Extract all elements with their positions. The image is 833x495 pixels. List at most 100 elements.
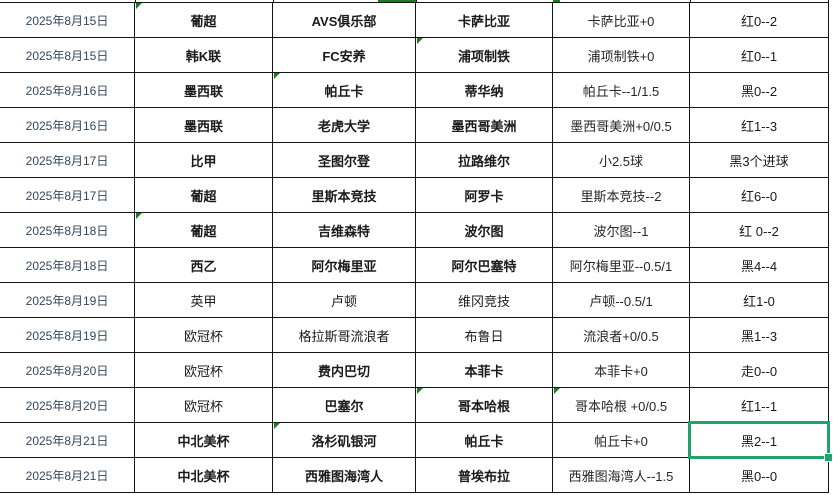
cell-away-team[interactable]: 阿罗卡	[416, 178, 553, 213]
cell-away-team[interactable]: 维冈竞技	[416, 283, 553, 318]
cropped-green-border-artifact	[378, 0, 416, 2]
grid-line-stub	[690, 0, 691, 2]
cell-result[interactable]: 黑3个进球	[690, 143, 829, 178]
error-flag-triangle	[417, 38, 423, 44]
cell-handicap[interactable]: 帕丘卡--1/1.5	[553, 73, 690, 108]
cell-league[interactable]: 墨西联	[135, 73, 273, 108]
cell-date[interactable]: 2025年8月15日	[0, 3, 135, 38]
cell-handicap[interactable]: 浦项制铁+0	[553, 38, 690, 73]
cell-home-team[interactable]: 老虎大学	[273, 108, 416, 143]
cell-handicap[interactable]: 波尔图--1	[553, 213, 690, 248]
cell-handicap[interactable]: 帕丘卡+0	[553, 423, 690, 458]
error-flag-triangle	[554, 388, 560, 394]
cell-date[interactable]: 2025年8月20日	[0, 388, 135, 423]
cell-home-team[interactable]: 格拉斯哥流浪者	[273, 318, 416, 353]
cell-away-team[interactable]: 墨西哥美洲	[416, 108, 553, 143]
cell-date[interactable]: 2025年8月16日	[0, 73, 135, 108]
cell-home-team[interactable]: FC安养	[273, 38, 416, 73]
cell-home-team[interactable]: 阿尔梅里亚	[273, 248, 416, 283]
cell-handicap[interactable]: 墨西哥美洲+0/0.5	[553, 108, 690, 143]
selected-cell-border	[688, 421, 833, 462]
cell-handicap[interactable]: 流浪者+0/0.5	[553, 318, 690, 353]
cell-date[interactable]: 2025年8月21日	[0, 458, 135, 493]
cell-result[interactable]: 黑0--2	[690, 73, 829, 108]
table-row: 2025年8月15日 韩K联 FC安养 浦项制铁 浦项制铁+0 红0--1	[0, 38, 829, 73]
cell-handicap[interactable]: 西雅图海湾人--1.5	[553, 458, 690, 493]
cell-handicap[interactable]: 阿尔梅里亚--0.5/1	[553, 248, 690, 283]
cell-league[interactable]: 中北美杯	[135, 458, 273, 493]
cell-handicap[interactable]: 里斯本竞技--2	[553, 178, 690, 213]
cell-home-team[interactable]: 巴塞尔	[273, 388, 416, 423]
cell-result[interactable]: 红0--1	[690, 38, 829, 73]
cell-away-team[interactable]: 本菲卡	[416, 353, 553, 388]
cell-away-team[interactable]: 哥本哈根	[416, 388, 553, 423]
cell-league[interactable]: 比甲	[135, 143, 273, 178]
cell-date[interactable]: 2025年8月18日	[0, 213, 135, 248]
cell-handicap[interactable]: 本菲卡+0	[553, 353, 690, 388]
cell-date[interactable]: 2025年8月20日	[0, 353, 135, 388]
grid-line-stub	[828, 0, 829, 2]
cell-home-team[interactable]: 吉维森特	[273, 213, 416, 248]
cell-away-team[interactable]: 普埃布拉	[416, 458, 553, 493]
cell-result[interactable]: 红1--1	[690, 388, 829, 423]
fill-handle[interactable]	[824, 453, 833, 462]
cell-home-team[interactable]: 洛杉矶银河	[273, 423, 416, 458]
cell-home-team[interactable]: 卢顿	[273, 283, 416, 318]
cell-date[interactable]: 2025年8月18日	[0, 248, 135, 283]
grid-line-stub	[416, 0, 417, 2]
cell-away-team[interactable]: 布鲁日	[416, 318, 553, 353]
cell-result[interactable]: 走0--0	[690, 353, 829, 388]
cell-league[interactable]: 葡超	[135, 178, 273, 213]
cell-league[interactable]: 墨西联	[135, 108, 273, 143]
cell-away-team[interactable]: 卡萨比亚	[416, 3, 553, 38]
cell-league[interactable]: 西乙	[135, 248, 273, 283]
cell-league[interactable]: 葡超	[135, 213, 273, 248]
cell-handicap[interactable]: 哥本哈根 +0/0.5	[553, 388, 690, 423]
cell-date[interactable]: 2025年8月16日	[0, 108, 135, 143]
cell-date[interactable]: 2025年8月17日	[0, 178, 135, 213]
cell-home-team[interactable]: 圣图尔登	[273, 143, 416, 178]
cell-league[interactable]: 英甲	[135, 283, 273, 318]
cell-home-team[interactable]: 费内巴切	[273, 353, 416, 388]
cell-result[interactable]: 黑0--0	[690, 458, 829, 493]
table-row: 2025年8月21日 中北美杯 西雅图海湾人 普埃布拉 西雅图海湾人--1.5 …	[0, 458, 829, 493]
error-flag-triangle	[136, 3, 142, 9]
cell-away-team[interactable]: 波尔图	[416, 213, 553, 248]
cell-handicap[interactable]: 卡萨比亚+0	[553, 3, 690, 38]
cell-home-team[interactable]: 里斯本竞技	[273, 178, 416, 213]
cell-away-team[interactable]: 浦项制铁	[416, 38, 553, 73]
cell-league[interactable]: 欧冠杯	[135, 353, 273, 388]
cell-result[interactable]: 红1--3	[690, 108, 829, 143]
cell-result[interactable]: 红0--2	[690, 3, 829, 38]
cell-away-team[interactable]: 阿尔巴塞特	[416, 248, 553, 283]
cell-date[interactable]: 2025年8月19日	[0, 318, 135, 353]
cell-away-team[interactable]: 帕丘卡	[416, 423, 553, 458]
cell-league[interactable]: 韩K联	[135, 38, 273, 73]
cell-date[interactable]: 2025年8月17日	[0, 143, 135, 178]
table-row: 2025年8月16日 墨西联 帕丘卡 蒂华纳 帕丘卡--1/1.5 黑0--2	[0, 73, 829, 108]
cell-league[interactable]: 欧冠杯	[135, 388, 273, 423]
cell-away-team[interactable]: 蒂华纳	[416, 73, 553, 108]
cell-home-team[interactable]: 帕丘卡	[273, 73, 416, 108]
grid-line-stub	[135, 0, 136, 2]
table-row: 2025年8月18日 葡超 吉维森特 波尔图 波尔图--1 红 0--2	[0, 213, 829, 248]
cell-handicap[interactable]: 小2.5球	[553, 143, 690, 178]
error-flag-triangle	[274, 73, 280, 79]
cell-home-team[interactable]: 西雅图海湾人	[273, 458, 416, 493]
error-flag-triangle	[417, 388, 423, 394]
cell-result[interactable]: 红6--0	[690, 178, 829, 213]
cell-result[interactable]: 黑4--4	[690, 248, 829, 283]
cell-result[interactable]: 黑1--3	[690, 318, 829, 353]
cell-result[interactable]: 红 0--2	[690, 213, 829, 248]
cell-result[interactable]: 红1-0	[690, 283, 829, 318]
cell-date[interactable]: 2025年8月15日	[0, 38, 135, 73]
cell-handicap[interactable]: 卢顿--0.5/1	[553, 283, 690, 318]
cell-date[interactable]: 2025年8月19日	[0, 283, 135, 318]
cell-away-team[interactable]: 拉路维尔	[416, 143, 553, 178]
cell-date[interactable]: 2025年8月21日	[0, 423, 135, 458]
table-row: 2025年8月15日 葡超 AVS俱乐部 卡萨比亚 卡萨比亚+0 红0--2	[0, 3, 829, 38]
cell-league[interactable]: 欧冠杯	[135, 318, 273, 353]
cell-league[interactable]: 葡超	[135, 3, 273, 38]
cell-league[interactable]: 中北美杯	[135, 423, 273, 458]
cell-home-team[interactable]: AVS俱乐部	[273, 3, 416, 38]
